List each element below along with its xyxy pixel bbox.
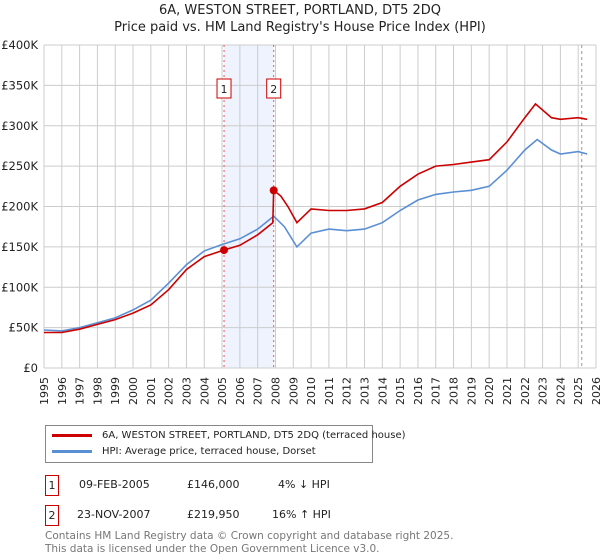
x-tick-label: 2003 [180, 377, 193, 405]
legend-swatch-property [52, 434, 92, 437]
y-tick-label: £0 [23, 361, 38, 375]
x-tick-label: 1995 [38, 377, 51, 405]
x-tick-label: 2026 [590, 377, 600, 405]
sale-hpi: 4% ↓ HPI [278, 478, 330, 491]
x-tick-label: 2007 [252, 377, 265, 405]
x-tick-label: 1998 [91, 377, 104, 405]
sale-date: 09-FEB-2005 [79, 478, 150, 491]
sale-hpi: 16% ↑ HPI [272, 508, 331, 521]
x-tick-label: 2008 [269, 377, 282, 405]
sale-row-2: 2 23-NOV-2007 £219,950 16% ↑ HPI [45, 505, 595, 526]
sale-badge: 2 [45, 505, 59, 526]
sale-marker-label: 2 [270, 83, 277, 96]
y-tick-label: £300K [1, 119, 38, 133]
sale-price: £219,950 [187, 508, 240, 521]
x-tick-label: 1996 [56, 377, 69, 405]
y-tick-label: £250K [1, 159, 38, 173]
x-tick-label: 2021 [501, 377, 514, 405]
x-tick-label: 2009 [287, 377, 300, 405]
sale-badge: 1 [45, 475, 59, 496]
hpi-line [43, 138, 588, 332]
x-tick-label: 2016 [412, 377, 425, 405]
chart-subtitle: Price paid vs. HM Land Registry's House … [114, 20, 486, 35]
x-tick-label: 2014 [376, 377, 389, 405]
sale-marker-box [266, 78, 282, 99]
x-tick-label: 2004 [198, 377, 211, 405]
legend-label-hpi: HPI: Average price, terraced house, Dors… [102, 446, 316, 457]
x-tick-label: 2018 [448, 377, 461, 405]
y-tick-label: £400K [1, 38, 38, 52]
x-tick-label: 2024 [554, 377, 567, 405]
x-tick-label: 1997 [74, 377, 87, 405]
x-tick-label: 2020 [483, 377, 496, 405]
x-tick-label: 2010 [305, 377, 318, 405]
sale-point [269, 186, 278, 195]
y-tick-label: £100K [1, 280, 38, 294]
legend: 6A, WESTON STREET, PORTLAND, DT5 2DQ (te… [45, 425, 406, 463]
x-tick-label: 2022 [519, 377, 532, 405]
sale-row-1: 1 09-FEB-2005 £146,000 4% ↓ HPI [45, 475, 595, 496]
x-tick-label: 2006 [234, 377, 247, 405]
x-tick-label: 2023 [537, 377, 550, 405]
x-tick-label: 2013 [359, 377, 372, 405]
sale-marker-label: 1 [221, 83, 228, 96]
legend-swatch-hpi [52, 450, 92, 453]
x-tick-label: 2025 [572, 377, 585, 405]
footer-line-2: This data is licensed under the Open Gov… [45, 543, 380, 555]
x-tick-label: 2012 [341, 377, 354, 405]
sale-date: 23-NOV-2007 [77, 508, 151, 521]
x-tick-label: 1999 [109, 377, 122, 405]
x-tick-label: 2015 [394, 377, 407, 405]
y-tick-label: £350K [1, 78, 38, 92]
x-tick-label: 2002 [163, 377, 176, 405]
x-tick-label: 2000 [127, 377, 140, 405]
x-tick-label: 2005 [216, 377, 229, 405]
property-price-line [44, 102, 588, 334]
legend-label-property: 6A, WESTON STREET, PORTLAND, DT5 2DQ (te… [102, 430, 406, 441]
footer: Contains HM Land Registry data © Crown c… [45, 530, 453, 556]
y-tick-label: £50K [9, 321, 39, 335]
x-tick-label: 2017 [430, 377, 443, 405]
sale-price: £146,000 [187, 478, 240, 491]
chart-title: 6A, WESTON STREET, PORTLAND, DT5 2DQ [158, 3, 442, 18]
y-tick-label: £200K [1, 200, 38, 214]
x-tick-label: 2011 [323, 377, 336, 405]
y-tick-label: £150K [1, 240, 38, 254]
sale-point [220, 246, 229, 255]
footer-line-1: Contains HM Land Registry data © Crown c… [45, 530, 454, 542]
x-tick-label: 2019 [465, 377, 478, 405]
sale-marker-box [216, 78, 232, 99]
x-tick-label: 2001 [145, 377, 158, 405]
plot-area: 1995 1996 1997 1998 1999 2000 2001 2002 2003 2004… [1, 38, 600, 405]
